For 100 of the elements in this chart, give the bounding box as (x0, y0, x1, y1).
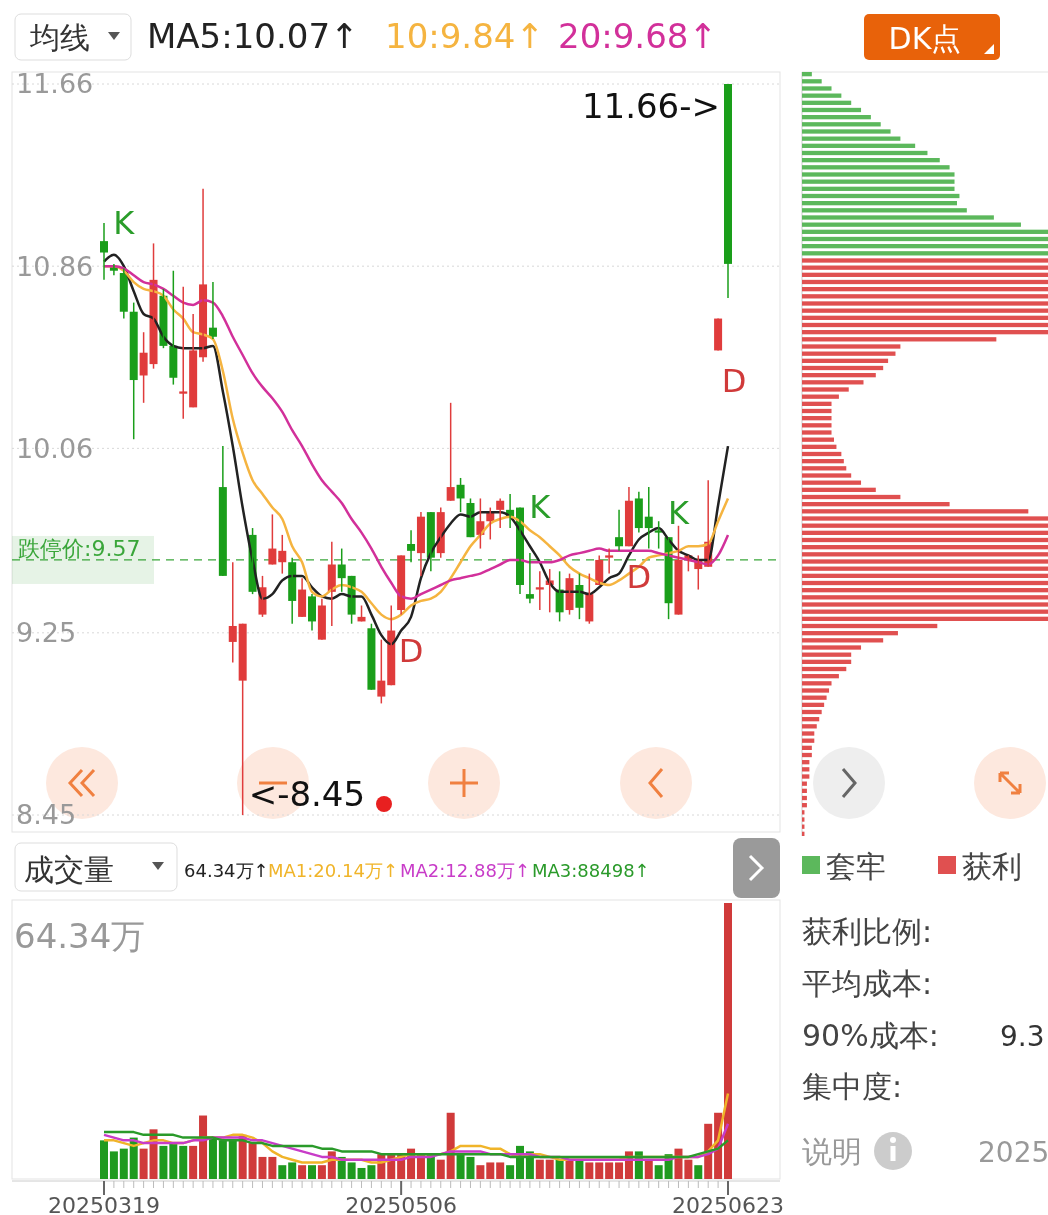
text: MA5:10.07↑ (147, 16, 359, 56)
bar (159, 1145, 168, 1179)
bar (802, 537, 1048, 543)
bar (298, 1165, 307, 1179)
bar (802, 695, 827, 700)
text: 10:9.84↑ (385, 16, 544, 56)
bar (802, 803, 807, 808)
bar (802, 322, 1048, 328)
bar (496, 1162, 505, 1179)
bar (802, 659, 852, 664)
bar (802, 745, 812, 750)
y-tick-label: 9.25 (16, 617, 77, 649)
bar (199, 1115, 208, 1179)
bar (476, 1165, 485, 1179)
bar (179, 1145, 188, 1179)
bar (506, 1165, 515, 1179)
y-tick-label: 10.06 (16, 432, 94, 464)
bar (802, 530, 1048, 535)
bar (802, 258, 1048, 263)
bar (802, 559, 1048, 564)
bar (802, 609, 1048, 614)
bar (802, 401, 832, 406)
bar (802, 788, 807, 793)
bar (802, 408, 832, 414)
bar (802, 380, 864, 385)
bar (802, 724, 817, 729)
bar (802, 702, 825, 707)
annotation: 64.34万 (14, 916, 146, 956)
bar (802, 186, 955, 191)
legend-label: 套牢 (826, 849, 886, 884)
annotation: <-8.45 (248, 774, 366, 814)
bar (802, 72, 812, 77)
bar (486, 1162, 495, 1179)
bar (802, 143, 916, 148)
bar (802, 337, 997, 342)
bar (802, 738, 815, 743)
text: 说明 (802, 1134, 862, 1169)
bar (802, 165, 950, 170)
annotation: D (626, 558, 652, 596)
bar (802, 222, 1021, 227)
bar (802, 279, 1048, 285)
ref-line-label: 跌停价:9.57 (18, 535, 141, 561)
bar (802, 781, 807, 786)
bar (802, 129, 891, 134)
bar (802, 552, 1048, 557)
bar (802, 100, 852, 105)
bar (347, 1162, 356, 1179)
bar (802, 172, 955, 177)
x-tick-label: 20250623 (672, 1193, 784, 1215)
bar (802, 201, 957, 206)
bar (802, 294, 1048, 299)
text: 平均成本: (802, 966, 933, 1001)
bar (595, 1162, 604, 1179)
bar (535, 1159, 544, 1179)
bar (802, 473, 852, 478)
bar (802, 358, 889, 363)
candlestick (605, 547, 614, 575)
text: 64.34万↑ (184, 860, 269, 881)
bar (139, 1148, 148, 1179)
bar (802, 545, 1048, 550)
bar (802, 459, 844, 464)
bar (802, 394, 839, 399)
bar (446, 1112, 455, 1179)
bar (802, 330, 1048, 335)
bar (802, 179, 955, 184)
bar (802, 502, 950, 507)
bar (802, 616, 1048, 621)
bar (615, 1162, 624, 1179)
bar (802, 595, 1048, 600)
bar (802, 236, 1048, 242)
bar (802, 79, 822, 84)
bar (555, 1159, 564, 1179)
bar (802, 115, 871, 120)
bar (109, 1151, 118, 1179)
bar (802, 315, 1048, 320)
bar (802, 265, 1048, 270)
bar (802, 652, 852, 657)
bar (802, 466, 847, 471)
bar (802, 423, 832, 428)
bar (545, 1159, 554, 1179)
bar (802, 444, 837, 449)
annotation: K (667, 494, 690, 532)
text: 均线 (29, 20, 90, 55)
bar (802, 774, 810, 779)
bar (802, 373, 876, 378)
bar (802, 416, 832, 421)
bar (100, 1140, 108, 1179)
bar (802, 158, 940, 163)
bar (585, 1162, 594, 1179)
bar (802, 86, 832, 91)
bar (654, 1165, 663, 1179)
annotation: 11.66-> (581, 86, 720, 126)
bar (644, 1159, 653, 1179)
bar (802, 365, 884, 371)
bar (802, 709, 822, 715)
bar (288, 1162, 297, 1179)
text: 20:9.68↑ (558, 16, 717, 56)
bar (802, 731, 815, 736)
bar (674, 1148, 683, 1179)
bar (802, 566, 1048, 571)
